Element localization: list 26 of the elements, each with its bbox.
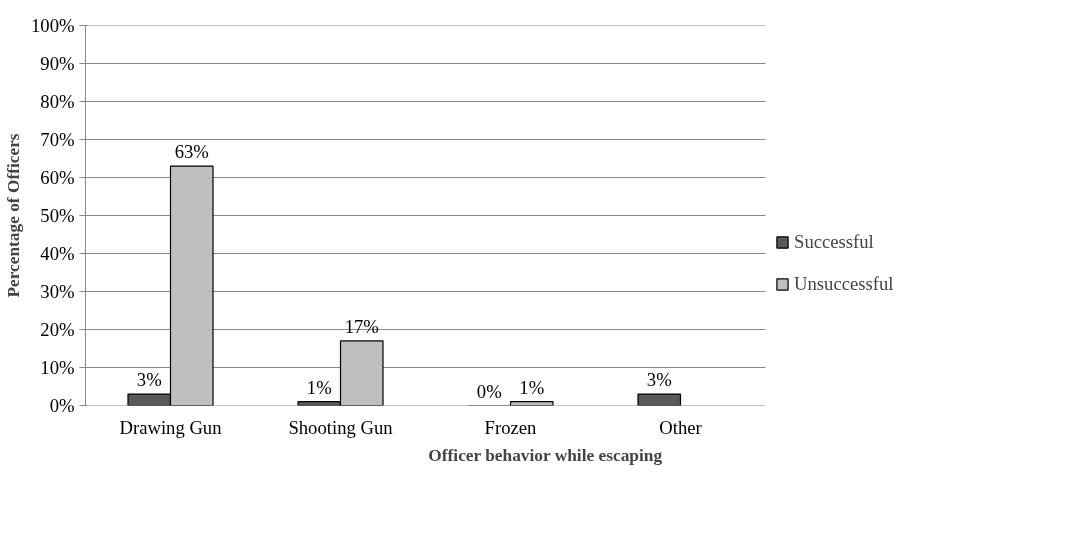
- y-tick-label: 10%: [40, 357, 75, 378]
- x-tick-label: Drawing Gun: [119, 416, 223, 438]
- data-label: 3%: [136, 369, 162, 391]
- y-tick-label: 80%: [40, 91, 75, 112]
- data-label: 63%: [174, 141, 209, 163]
- data-label: 1%: [306, 376, 332, 398]
- legend-label: Successful: [794, 231, 874, 253]
- y-tick-label: 0%: [49, 395, 75, 416]
- y-tick-label: 60%: [40, 167, 75, 188]
- data-label: 17%: [344, 315, 379, 337]
- data-label: 3%: [646, 369, 672, 391]
- y-tick-label: 50%: [40, 205, 75, 226]
- y-axis-title: Percentage of Officers: [3, 133, 23, 298]
- data-label: 0%: [476, 380, 502, 402]
- legend-label: Unsuccessful: [794, 273, 894, 295]
- y-tick-label: 90%: [40, 53, 75, 74]
- x-tick-label: Other: [659, 416, 703, 438]
- x-tick-label: Frozen: [484, 416, 538, 438]
- y-tick-label: 40%: [40, 243, 75, 264]
- x-tick-label: Shooting Gun: [288, 416, 394, 438]
- y-tick-label: 20%: [40, 319, 75, 340]
- data-label: 1%: [519, 376, 545, 398]
- y-tick-label: 70%: [40, 129, 75, 150]
- y-tick-label: 100%: [30, 15, 75, 36]
- x-axis-title: Officer behavior while escaping: [428, 445, 663, 465]
- y-tick-label: 30%: [40, 281, 75, 302]
